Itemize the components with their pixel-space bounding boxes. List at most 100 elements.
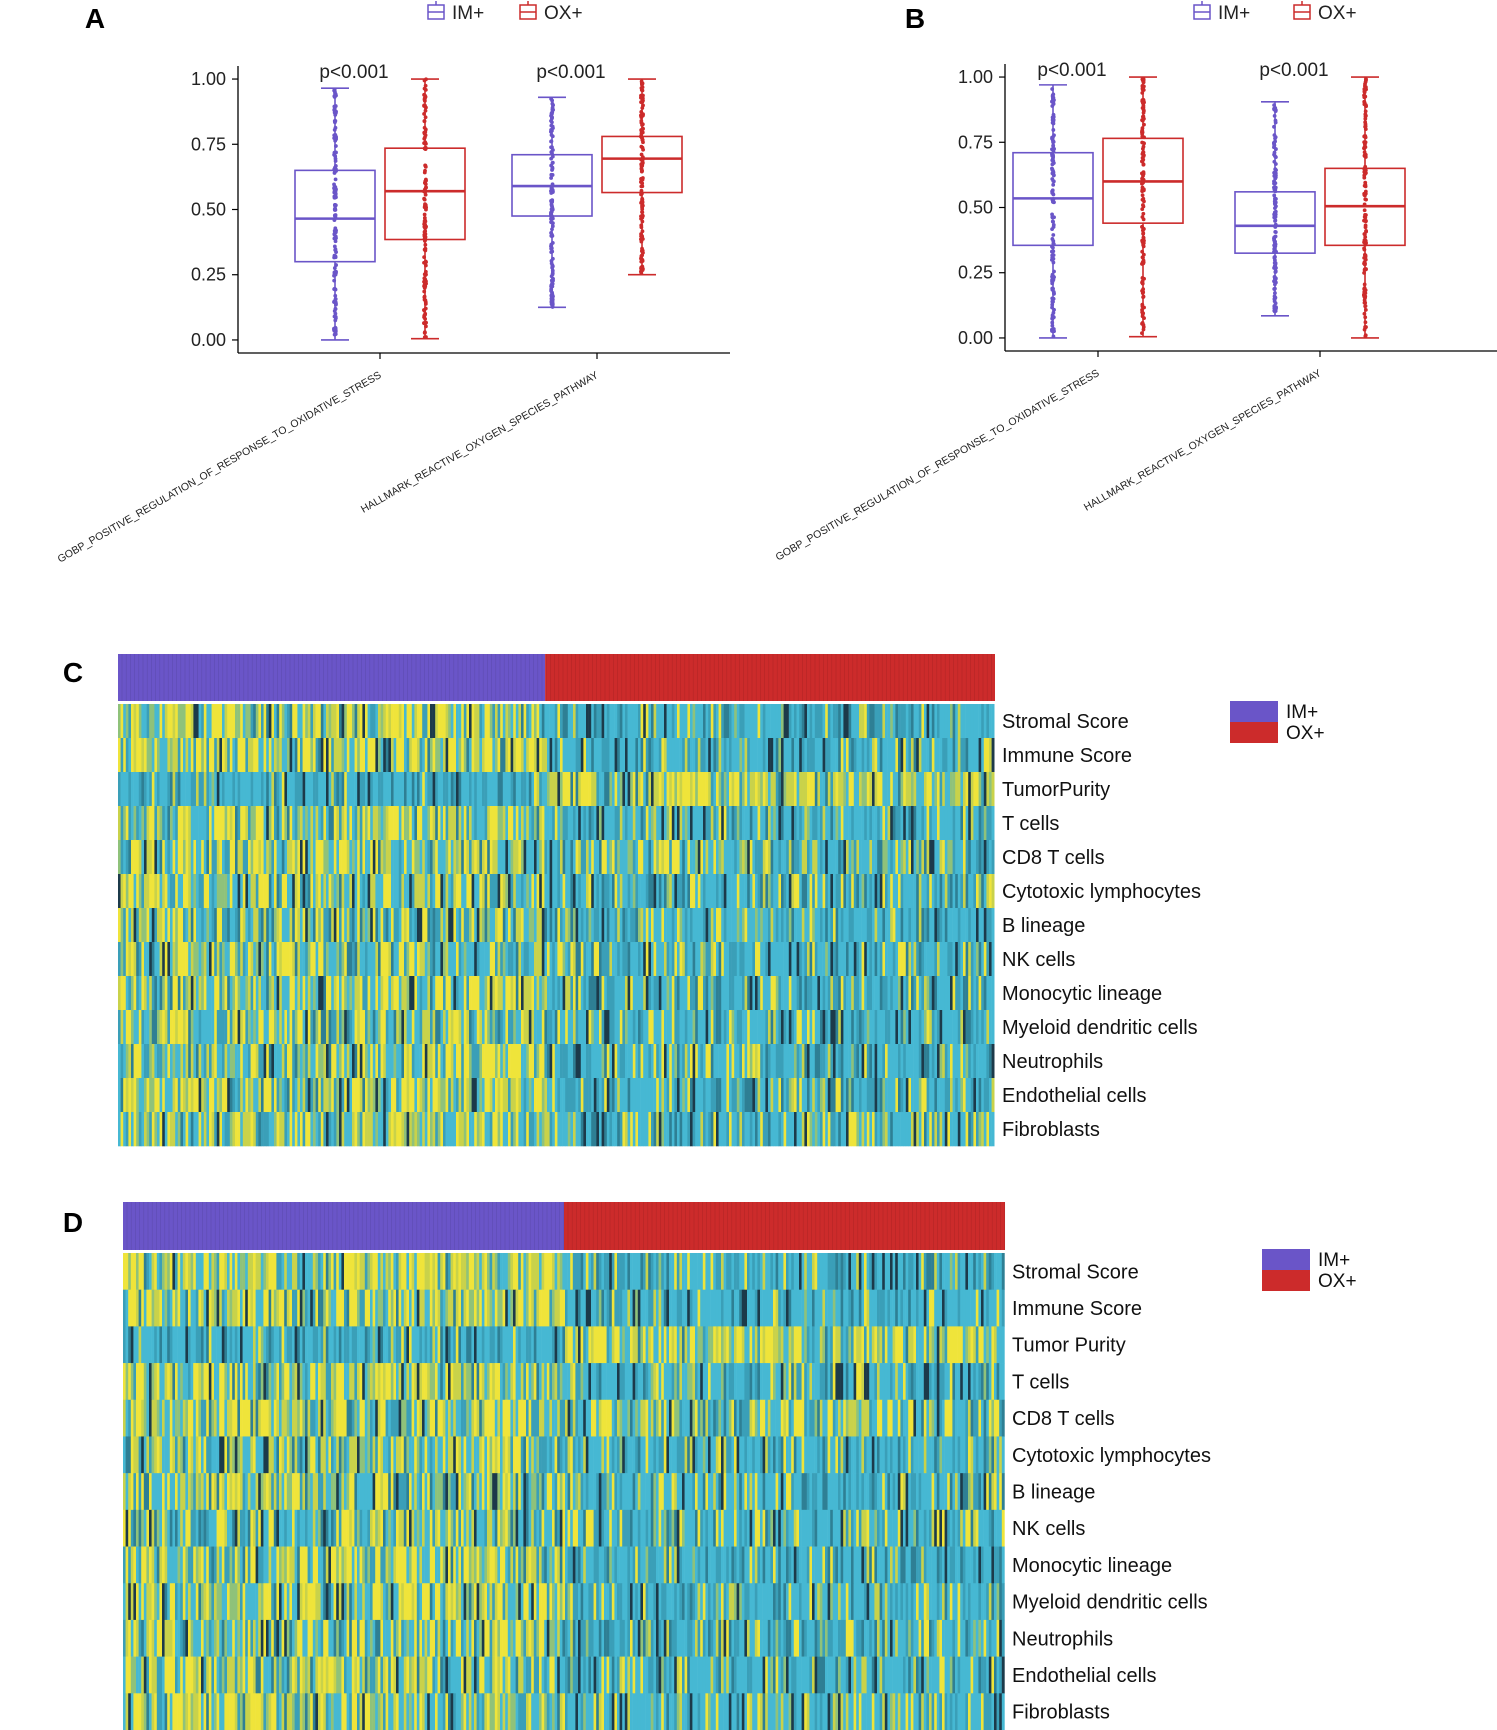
heatmap-cell xyxy=(502,738,506,773)
heatmap-cell xyxy=(313,874,316,909)
heatmap-cell xyxy=(677,874,680,909)
heatmap-cell xyxy=(435,908,439,943)
heatmap-cell xyxy=(313,704,316,739)
heatmap-cell xyxy=(138,840,142,875)
heatmap-cell xyxy=(484,874,488,909)
heatmap-cell xyxy=(144,942,147,977)
heatmap-cell xyxy=(830,704,834,739)
heatmap-cell xyxy=(840,704,844,739)
heatmap-cell xyxy=(864,772,868,807)
heatmap-cell xyxy=(401,1010,405,1045)
sample-point xyxy=(1051,242,1056,246)
heatmap-cell xyxy=(965,806,969,841)
heatmap-cell xyxy=(471,704,475,739)
heatmap-cell xyxy=(950,772,953,807)
heatmap-cell xyxy=(445,942,449,977)
heatmap-cell xyxy=(640,772,644,807)
heatmap-cell xyxy=(380,738,384,773)
heatmap-cell xyxy=(965,942,969,977)
heatmap-cell xyxy=(752,976,756,1011)
heatmap-cell xyxy=(944,908,948,943)
heatmap-cell xyxy=(716,704,719,739)
heatmap-cell xyxy=(393,840,397,875)
heatmap-cell xyxy=(266,840,270,875)
heatmap-cell xyxy=(645,908,649,943)
heatmap-cell xyxy=(931,806,935,841)
heatmap-cell xyxy=(632,704,636,739)
heatmap-cell xyxy=(398,738,402,773)
heatmap-cell xyxy=(666,908,670,943)
heatmap-cell xyxy=(918,1010,922,1045)
heatmap-cell xyxy=(419,840,423,875)
heatmap-cell xyxy=(861,942,865,977)
heatmap-cell xyxy=(409,704,413,739)
heatmap-cell xyxy=(671,806,675,841)
heatmap-cell xyxy=(536,772,540,807)
heatmap-cell xyxy=(513,942,517,977)
heatmap-cell xyxy=(931,908,935,943)
heatmap-cell xyxy=(255,806,259,841)
sample-point xyxy=(332,236,337,241)
heatmap-cell xyxy=(508,840,511,875)
heatmap-cell xyxy=(760,738,764,773)
heatmap-cell xyxy=(474,908,478,943)
heatmap-cell xyxy=(333,976,337,1011)
heatmap-cell xyxy=(674,840,678,875)
sample-point xyxy=(333,144,338,148)
heatmap-cell xyxy=(825,874,829,909)
heatmap-cell xyxy=(630,942,634,977)
heatmap-cell xyxy=(781,1010,784,1045)
heatmap-cell xyxy=(557,942,561,977)
heatmap-cell xyxy=(198,738,202,773)
heatmap-cell xyxy=(539,840,543,875)
heatmap-cell xyxy=(679,840,683,875)
heatmap-cell xyxy=(258,874,262,909)
heatmap-cell xyxy=(276,738,280,773)
heatmap-cell xyxy=(814,908,818,943)
heatmap-cell xyxy=(872,738,875,773)
heatmap-cell xyxy=(705,942,709,977)
heatmap-cell xyxy=(801,976,805,1011)
heatmap-cell xyxy=(911,942,914,977)
heatmap-cell xyxy=(125,1010,129,1045)
heatmap-cell xyxy=(131,976,134,1011)
heatmap-cell xyxy=(219,840,223,875)
heatmap-cell xyxy=(450,704,454,739)
heatmap-cell xyxy=(466,942,470,977)
heatmap-cell xyxy=(326,908,329,943)
heatmap-cell xyxy=(352,704,355,739)
heatmap-cell xyxy=(929,704,933,739)
sample-point xyxy=(1363,109,1368,114)
heatmap-cell xyxy=(190,976,194,1011)
heatmap-cell xyxy=(354,806,358,841)
heatmap-cell xyxy=(645,840,649,875)
heatmap-cell xyxy=(612,772,615,807)
heatmap-cell xyxy=(250,772,254,807)
heatmap-cell xyxy=(825,704,829,739)
heatmap-cell xyxy=(263,942,267,977)
heatmap-cell xyxy=(684,840,688,875)
heatmap-cell xyxy=(164,874,168,909)
heatmap-cell xyxy=(289,840,293,875)
heatmap-cell xyxy=(783,908,787,943)
heatmap-cell xyxy=(300,840,303,875)
heatmap-cell xyxy=(123,1010,127,1045)
heatmap-cell xyxy=(177,976,181,1011)
heatmap-cell xyxy=(978,772,982,807)
sample-point xyxy=(1141,260,1146,265)
heatmap-cell xyxy=(313,1044,316,1079)
heatmap-cell xyxy=(287,738,290,773)
heatmap-cell xyxy=(794,874,797,909)
heatmap-cell xyxy=(541,738,545,773)
heatmap-cell xyxy=(331,1044,335,1079)
heatmap-cell xyxy=(625,908,628,943)
heatmap-cell xyxy=(661,806,665,841)
heatmap-cell xyxy=(547,738,550,773)
heatmap-cell xyxy=(536,1044,540,1079)
heatmap-cell xyxy=(840,806,844,841)
heatmap-cell xyxy=(380,1010,384,1045)
heatmap-cell xyxy=(359,1044,363,1079)
heatmap-cell xyxy=(440,840,444,875)
heatmap-cell xyxy=(729,942,732,977)
heatmap-cell xyxy=(827,908,831,943)
